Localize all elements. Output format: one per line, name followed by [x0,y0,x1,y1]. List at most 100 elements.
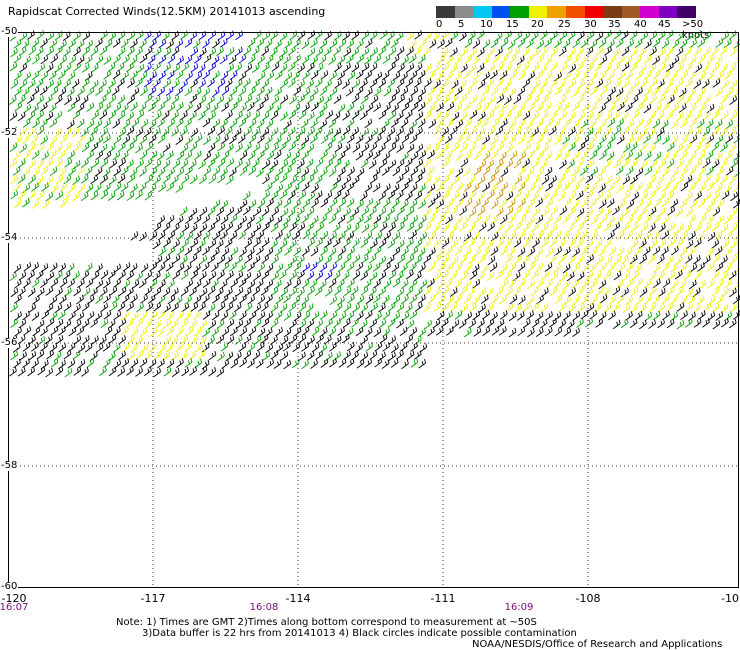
wind-barb [559,62,568,73]
wind-barb [648,206,657,217]
wind-barb [472,55,481,65]
wind-barb [526,231,535,241]
wind-barb [685,302,694,312]
wind-barb [433,110,442,121]
wind-barb [22,197,30,208]
wind-barb [351,318,359,328]
wind-barb [657,270,665,280]
wind-barb [67,342,76,353]
wind-barb [504,270,513,280]
wind-barb [566,319,575,330]
wind-barb [657,318,665,329]
wind-barb [118,270,126,280]
wind-barb [352,270,361,281]
wind-barb [652,214,661,224]
wind-barb [568,126,576,137]
wind-barb [351,223,360,233]
wind-barb [540,222,549,233]
wind-barb [72,175,80,186]
wind-barb [603,127,612,137]
wind-barb [67,278,75,289]
wind-barb [73,142,81,152]
wind-barb [39,278,48,289]
wind-barb [175,342,183,352]
wind-barb [153,222,162,232]
wind-barb [288,141,297,152]
wind-barb [589,134,597,145]
wind-barb [517,38,526,48]
wind-barb [630,238,639,249]
wind-barb [117,142,126,152]
wind-barb [356,54,364,64]
wind-barb [225,302,234,312]
wind-barb [554,71,562,82]
wind-barb [176,246,185,256]
wind-barb [486,318,495,329]
wind-barb [157,358,165,369]
wind-barb [571,135,580,145]
wind-barb [464,311,473,322]
wind-barb [585,174,594,184]
wind-barb [490,38,499,49]
wind-barb [595,286,604,297]
wind-barb [680,310,688,321]
wind-barb [413,350,422,360]
wind-barb [90,63,99,73]
wind-barb [158,38,167,49]
wind-barb [225,351,234,362]
wind-barb [728,270,737,280]
wind-barb [531,191,539,202]
wind-barb [688,151,697,162]
wind-barb [356,39,364,49]
wind-barb [589,39,598,49]
wind-barb [395,174,404,184]
wind-barb [647,254,656,264]
wind-barb [45,111,54,122]
wind-barb [683,142,692,152]
wind-barb [19,143,28,154]
wind-barb [487,142,495,153]
wind-barb [724,311,733,321]
wind-barb [603,238,612,249]
wind-barb [639,287,648,297]
wind-barb [662,167,670,177]
wind-barb [129,55,138,66]
wind-barb [449,270,458,280]
y-tick-label: -54 [0,232,19,243]
wind-barb [522,206,531,217]
wind-barb [435,135,444,146]
wind-barb [505,143,513,154]
wind-barb [347,278,355,288]
wind-barb [297,222,306,233]
wind-barb [616,229,625,240]
wind-barb [575,190,584,201]
wind-barb [390,215,399,225]
legend-swatch [510,6,530,18]
wind-barb [207,78,215,88]
wind-barb [392,166,401,177]
wind-barb [585,79,594,89]
wind-barb [319,86,328,96]
wind-barb [509,70,518,80]
wind-barb [31,278,40,288]
wind-barb [639,254,647,265]
wind-barb [310,359,318,369]
wind-barb [581,86,589,96]
wind-barb [256,167,264,178]
wind-barb [170,175,179,185]
wind-barb [315,350,324,360]
wind-barb [589,102,597,113]
wind-barb [122,119,131,130]
wind-barb [472,279,481,289]
wind-barb [81,270,90,280]
wind-barb [261,270,270,280]
wind-barb [306,111,315,122]
wind-barb [617,70,626,81]
wind-barb [504,254,513,264]
wind-barb [441,207,449,218]
wind-barb [649,78,658,88]
wind-barb [586,62,595,73]
wind-barb [157,86,165,97]
wind-barb [301,39,310,50]
legend-label: 35 [608,19,621,30]
